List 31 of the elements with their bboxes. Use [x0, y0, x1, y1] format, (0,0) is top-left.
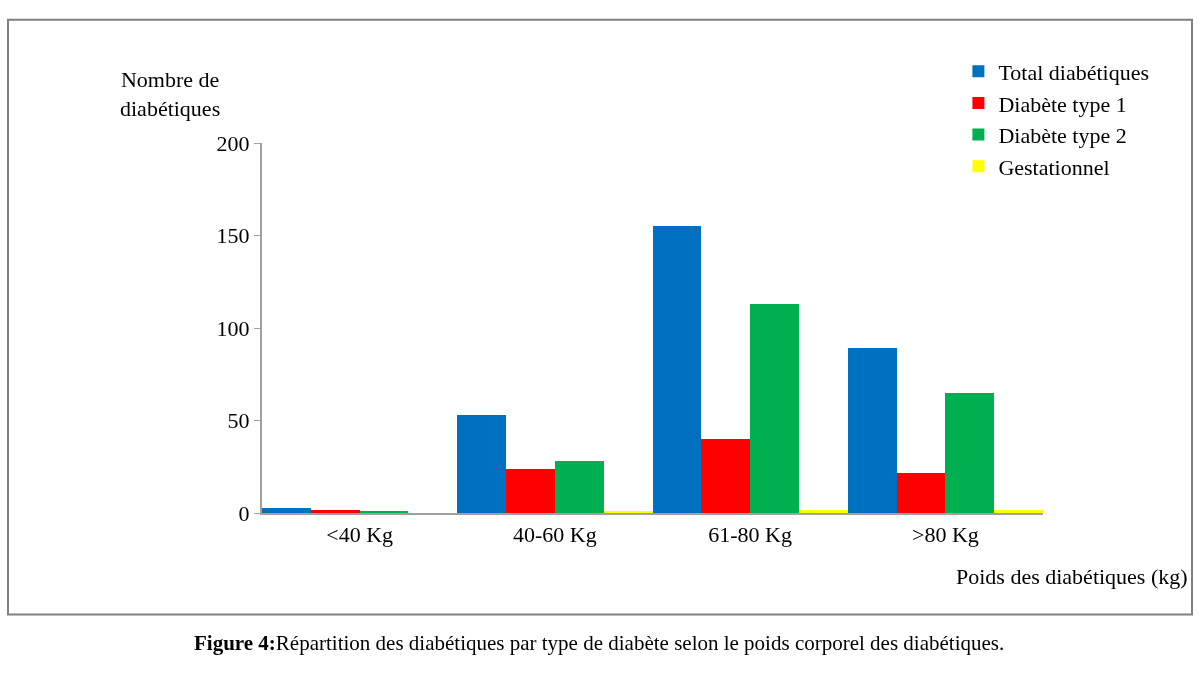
bar	[262, 508, 311, 514]
x-tick-label: 61-80 Kg	[708, 521, 792, 547]
x-axis-title: Poids des diabétiques (kg)	[956, 564, 1188, 589]
text: Figure 4:	[194, 631, 276, 655]
bar	[506, 469, 555, 514]
legend-label: Gestationnel	[998, 154, 1110, 180]
x-tick-label: <40 Kg	[326, 521, 394, 547]
x-tick-label: 40-60 Kg	[513, 521, 597, 547]
bar	[360, 511, 408, 514]
bar	[701, 439, 750, 514]
legend-label: Diabète type 1	[998, 91, 1127, 117]
bar	[750, 304, 799, 514]
legend-label: Total diabétiques	[998, 59, 1149, 85]
bar	[311, 510, 360, 514]
bar	[457, 415, 506, 514]
y-tick-label: 200	[216, 130, 250, 156]
bar	[897, 473, 945, 514]
bar	[994, 510, 1043, 514]
bar	[799, 510, 848, 514]
bar	[555, 461, 604, 514]
bar	[848, 348, 897, 514]
y-tick-label: 150	[216, 223, 250, 249]
y-tick-label: 50	[227, 408, 250, 434]
y-tick-label: 0	[238, 501, 250, 527]
bar	[945, 393, 994, 514]
bar	[653, 226, 701, 514]
x-tick-label: >80 Kg	[911, 521, 979, 547]
y-tick-label: 100	[216, 315, 250, 341]
legend-label: Diabète type 2	[998, 123, 1127, 149]
bar	[604, 511, 653, 514]
y-axis-title: Nombre de diabétiques	[120, 67, 221, 121]
